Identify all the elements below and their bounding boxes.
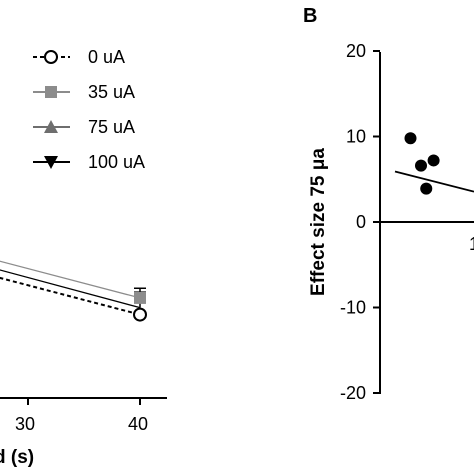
panel-a-series-line <box>0 269 141 309</box>
panel-a-series-line <box>0 260 141 299</box>
panel-a-legend: 0 uA 35 uA 75 uA 100 uA <box>33 47 145 172</box>
panel-b-plot-area <box>394 132 474 195</box>
panel-b-y-ticks: 20 10 0 -10 -20 <box>340 41 380 403</box>
panel-b-y-tick-label: -20 <box>340 383 366 403</box>
panel-a-x-tick-label-30: 30 <box>15 414 35 434</box>
panel-a-plot-area <box>0 260 147 322</box>
legend-label: 75 uA <box>88 117 135 137</box>
panel-b-y-axis-title: Effect size 75 μa <box>308 148 329 296</box>
panel-b-partial-tick-label: 1 <box>469 234 474 254</box>
panel-b-y-tick-label: 20 <box>346 41 366 61</box>
panel-b-label: B <box>303 5 317 27</box>
legend-label: 100 uA <box>88 152 145 172</box>
panel-b-data-point <box>427 154 440 167</box>
legend-marker <box>45 86 57 98</box>
panel-b-data-point <box>420 182 433 195</box>
legend-label: 35 uA <box>88 82 135 102</box>
panel-a-x-tick-label-40: 40 <box>128 414 148 434</box>
legend-marker <box>44 120 58 133</box>
panel-b-trendline <box>394 170 474 193</box>
panel-b: B 20 10 0 -10 -20 1 Effect size 75 μa <box>303 5 474 403</box>
panel-b-y-tick-label: -10 <box>340 298 366 318</box>
legend-marker <box>44 50 58 64</box>
panel-a-data-point <box>133 307 147 322</box>
panel-a-x-axis-title: d (s) <box>0 447 34 468</box>
legend-marker <box>44 156 58 169</box>
panel-b-y-tick-label: 10 <box>346 127 366 147</box>
panel-b-data-point <box>404 132 417 145</box>
panel-b-data-point <box>415 159 427 172</box>
legend-label: 0 uA <box>88 47 125 67</box>
panel-b-y-tick-label: 0 <box>356 212 366 232</box>
panel-a: 30 40 d (s) 0 uA 35 uA 75 uA 100 uA <box>0 47 167 468</box>
panel-a-data-point <box>134 291 146 304</box>
